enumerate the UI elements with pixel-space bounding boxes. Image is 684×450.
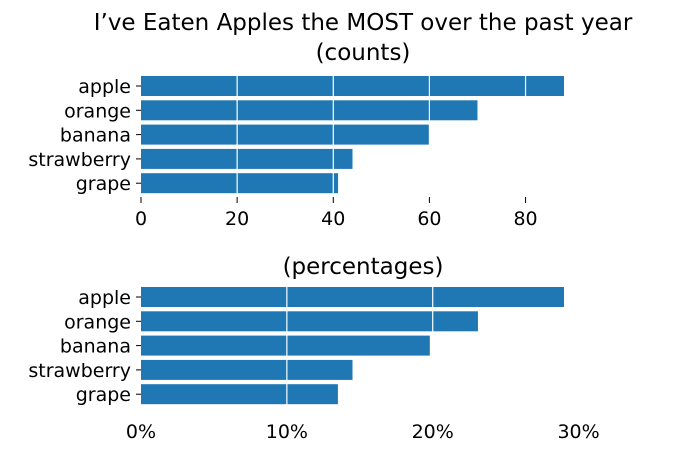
category-label-banana: banana: [60, 125, 131, 147]
x-tick-label: 80: [513, 208, 537, 230]
category-label-banana: banana: [60, 336, 131, 358]
top-chart-subtitle: (counts): [316, 40, 411, 66]
category-label-strawberry: strawberry: [28, 149, 131, 171]
x-tick-label: 60: [417, 208, 441, 230]
bar-apple: [141, 287, 564, 307]
x-tick-label: 40: [321, 208, 345, 230]
bar-orange: [141, 311, 478, 332]
bar-strawberry: [141, 148, 353, 169]
bottom-chart-subtitle: (percentages): [283, 254, 444, 280]
bar-banana: [141, 124, 430, 145]
bar-grape: [141, 173, 339, 194]
bar-grape: [141, 384, 338, 405]
bar-banana: [141, 335, 430, 356]
category-label-apple: apple: [78, 76, 131, 98]
bar-apple: [141, 76, 564, 96]
bar-strawberry: [141, 359, 353, 380]
category-label-strawberry: strawberry: [28, 360, 131, 382]
category-label-orange: orange: [64, 100, 131, 122]
x-tick-label: 10%: [266, 421, 308, 443]
x-tick-label: 30%: [557, 421, 599, 443]
category-label-apple: apple: [78, 287, 131, 309]
category-label-orange: orange: [64, 311, 131, 333]
category-label-grape: grape: [76, 384, 131, 406]
x-tick-label: 0%: [126, 421, 156, 443]
x-tick-label: 20%: [412, 421, 454, 443]
chart-title: I’ve Eaten Apples the MOST over the past…: [94, 10, 633, 36]
x-tick-label: 0: [135, 208, 147, 230]
category-label-grape: grape: [76, 173, 131, 195]
bar-orange: [141, 100, 478, 121]
x-tick-label: 20: [225, 208, 249, 230]
